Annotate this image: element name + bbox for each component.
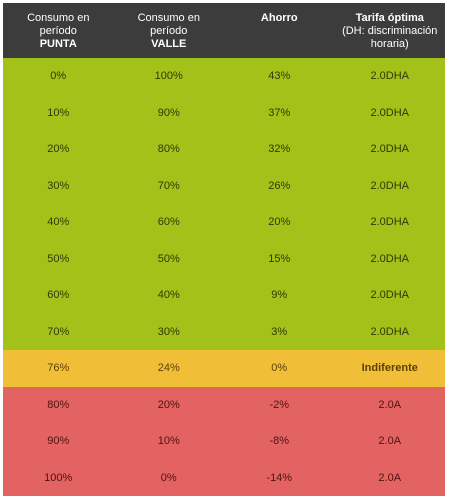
header-tarifa-line2: (DH: discriminación	[342, 25, 438, 37]
cell-valle: 70%	[157, 179, 180, 192]
header-valle: Consumo en período VALLE	[114, 3, 225, 58]
cell-valle: 50%	[157, 252, 180, 265]
cell-tarifa: 2.0DHA	[370, 143, 410, 156]
cell-punta: 100%	[44, 471, 73, 484]
cell-tarifa: Indiferente	[361, 362, 418, 375]
cell-ahorro: -14%	[266, 471, 293, 484]
cell-tarifa: 2.0DHA	[370, 70, 410, 83]
cell-ahorro: 9%	[271, 289, 288, 302]
cell-punta: 0%	[50, 70, 67, 83]
cell-valle: 10%	[157, 435, 180, 448]
header-punta: Consumo en período PUNTA	[3, 3, 114, 58]
table-row: 60% 40% 9% 2.0DHA	[3, 277, 445, 314]
cell-valle: 24%	[157, 362, 180, 375]
cell-tarifa: 2.0DHA	[370, 325, 410, 338]
cell-ahorro: 26%	[268, 179, 291, 192]
cell-punta: 40%	[47, 216, 70, 229]
cell-ahorro: -2%	[269, 398, 290, 411]
cell-tarifa: 2.0DHA	[370, 106, 410, 119]
header-valle-line1: Consumo en	[137, 12, 200, 24]
table-row: 20% 80% 32% 2.0DHA	[3, 131, 445, 168]
cell-punta: 70%	[47, 325, 70, 338]
cell-punta: 10%	[47, 106, 70, 119]
table-row: 80% 20% -2% 2.0A	[3, 386, 445, 423]
cell-ahorro: 0%	[271, 362, 288, 375]
table-row: 50% 50% 15% 2.0DHA	[3, 240, 445, 277]
cell-ahorro: 43%	[268, 70, 291, 83]
table-row: 90% 10% -8% 2.0A	[3, 423, 445, 460]
cell-valle: 20%	[157, 398, 180, 411]
cell-tarifa: 2.0DHA	[370, 216, 410, 229]
cell-valle: 0%	[160, 471, 177, 484]
cell-valle: 40%	[157, 289, 180, 302]
cell-punta: 60%	[47, 289, 70, 302]
table-row: 0% 100% 43% 2.0DHA	[3, 58, 445, 95]
cell-punta: 30%	[47, 179, 70, 192]
table-row: 100% 0% -14% 2.0A	[3, 459, 445, 496]
cell-ahorro: -8%	[269, 435, 290, 448]
cell-valle: 100%	[154, 70, 183, 83]
cell-valle: 80%	[157, 143, 180, 156]
header-punta-line3: PUNTA	[39, 38, 77, 50]
cell-tarifa: 2.0DHA	[370, 252, 410, 265]
cell-tarifa: 2.0A	[378, 435, 402, 448]
cell-ahorro: 20%	[268, 216, 291, 229]
cell-tarifa: 2.0A	[378, 398, 402, 411]
header-punta-line2: período	[39, 25, 77, 37]
cell-punta: 76%	[47, 362, 70, 375]
header-ahorro: Ahorro	[224, 3, 335, 58]
cell-punta: 20%	[47, 143, 70, 156]
cell-ahorro: 15%	[268, 252, 291, 265]
cell-ahorro: 32%	[268, 143, 291, 156]
cell-punta: 50%	[47, 252, 70, 265]
header-tarifa-line3: horaria)	[370, 38, 409, 50]
header-tarifa-line1: Tarifa óptima	[355, 12, 424, 24]
cell-tarifa: 2.0DHA	[370, 289, 410, 302]
table-header: Consumo en período PUNTA Consumo en perí…	[3, 3, 445, 58]
cell-valle: 60%	[157, 216, 180, 229]
table-row: 30% 70% 26% 2.0DHA	[3, 167, 445, 204]
header-valle-line2: período	[150, 25, 188, 37]
table-row: 70% 30% 3% 2.0DHA	[3, 313, 445, 350]
header-tarifa: Tarifa óptima (DH: discriminación horari…	[335, 3, 446, 58]
cell-punta: 90%	[47, 435, 70, 448]
cell-tarifa: 2.0A	[378, 471, 402, 484]
table-row: 10% 90% 37% 2.0DHA	[3, 94, 445, 131]
table-row: 76% 24% 0% Indiferente	[3, 350, 445, 387]
header-punta-line1: Consumo en	[27, 12, 90, 24]
table-row: 40% 60% 20% 2.0DHA	[3, 204, 445, 241]
cell-punta: 80%	[47, 398, 70, 411]
tariff-table: Consumo en período PUNTA Consumo en perí…	[3, 3, 445, 497]
cell-ahorro: 3%	[271, 325, 288, 338]
cell-valle: 30%	[157, 325, 180, 338]
header-ahorro-line1: Ahorro	[260, 12, 298, 24]
cell-tarifa: 2.0DHA	[370, 179, 410, 192]
table-body: 0% 100% 43% 2.0DHA 10% 90% 37% 2.0DHA 20% 80% 32% 2…	[3, 58, 445, 496]
cell-ahorro: 37%	[268, 106, 291, 119]
header-valle-line3: VALLE	[151, 38, 187, 50]
cell-valle: 90%	[157, 106, 180, 119]
